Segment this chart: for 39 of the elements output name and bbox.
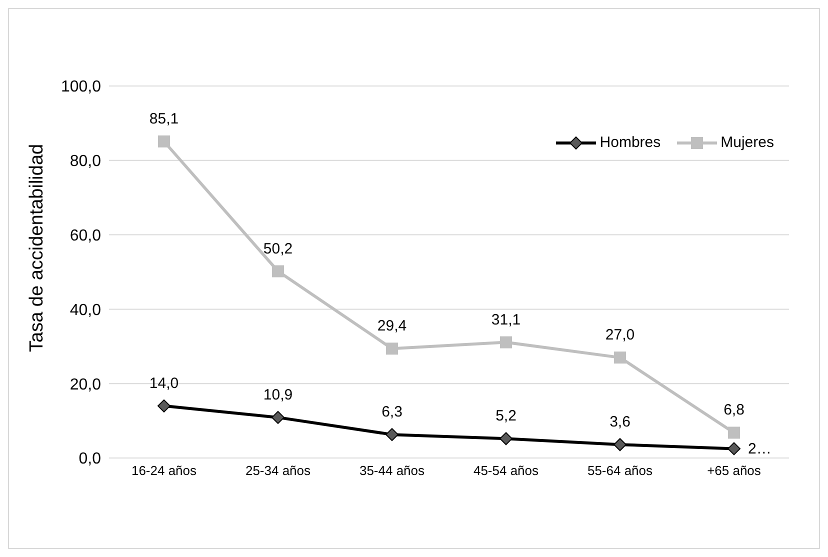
data-label: 10,9	[263, 386, 293, 404]
y-tick-label: 40,0	[70, 302, 102, 319]
point	[158, 399, 170, 412]
x-tick-label: 45-54 años	[473, 463, 540, 478]
point	[728, 442, 740, 456]
point	[500, 432, 512, 446]
y-tick-label: 60,0	[70, 227, 102, 244]
y-tick-label: 0,0	[78, 450, 102, 468]
data-label: 50,2	[263, 240, 293, 258]
point	[500, 336, 512, 348]
legend-label: Hombres	[598, 134, 661, 151]
point	[614, 352, 626, 364]
point	[272, 410, 284, 424]
point	[386, 428, 398, 442]
point	[158, 135, 170, 148]
y-axis-title: Tasa de accidentabilidad	[26, 144, 48, 352]
data-label: 27,0	[605, 326, 635, 344]
y-tick-label: 20,0	[70, 376, 102, 394]
x-tick-label: 25-34 años	[245, 463, 312, 478]
x-tick-label: +65 años	[707, 463, 762, 478]
data-label: 6,8	[724, 402, 744, 419]
y-tick-label: 100,0	[60, 78, 102, 96]
data-label: 31,1	[491, 311, 521, 328]
point	[272, 265, 284, 278]
data-label: 2…	[748, 440, 772, 458]
x-tick-label: 16-24 años	[131, 463, 198, 478]
data-label: 85,1	[149, 110, 179, 128]
data-label: 6,3	[382, 404, 402, 421]
legend-label: Mujeres	[720, 134, 774, 151]
data-label: 29,4	[377, 318, 407, 335]
point	[386, 342, 398, 355]
data-label: 5,2	[496, 408, 516, 425]
data-label: 14,0	[149, 374, 179, 392]
point	[728, 426, 740, 439]
x-tick-label: 35-44 años	[359, 463, 426, 478]
y-tick-label: 80,0	[70, 153, 102, 170]
data-label: 3,6	[610, 414, 630, 431]
x-tick-label: 55-64 años	[587, 463, 654, 478]
point	[614, 438, 626, 452]
